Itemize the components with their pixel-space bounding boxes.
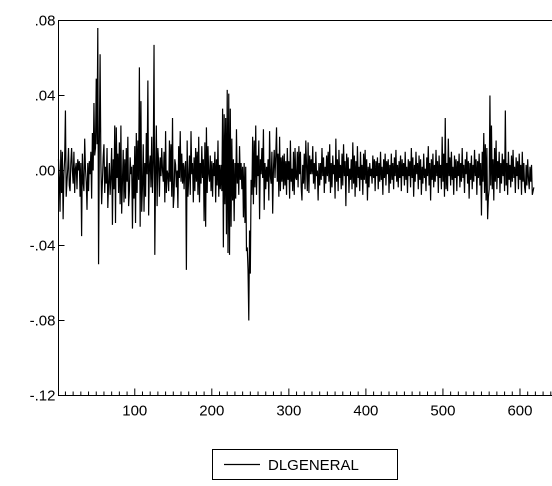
y-axis: .08 .04 .00 -.04 -.08 -.12 [30, 13, 65, 405]
x-axis: 100 200 300 400 500 600 [64, 388, 552, 420]
x-tick-label: 400 [353, 403, 378, 420]
x-tick-label: 600 [507, 403, 532, 420]
x-tick-label: 200 [199, 403, 224, 420]
y-tick-label: -.08 [30, 313, 56, 330]
y-tick-label: .08 [35, 13, 56, 30]
y-tick-label: .04 [35, 88, 56, 105]
legend: DLGENERAL [212, 449, 398, 480]
x-tick-label: 100 [122, 403, 147, 420]
y-tick-label: .00 [35, 163, 56, 180]
x-tick-label: 500 [430, 403, 455, 420]
plot-frame [58, 20, 552, 396]
legend-label-dlgeneral: DLGENERAL [268, 457, 359, 474]
y-tick-label: -.12 [30, 388, 56, 405]
series-line-dlgeneral [57, 27, 535, 321]
y-tick-label: -.04 [30, 238, 56, 255]
x-tick-label: 300 [276, 403, 301, 420]
